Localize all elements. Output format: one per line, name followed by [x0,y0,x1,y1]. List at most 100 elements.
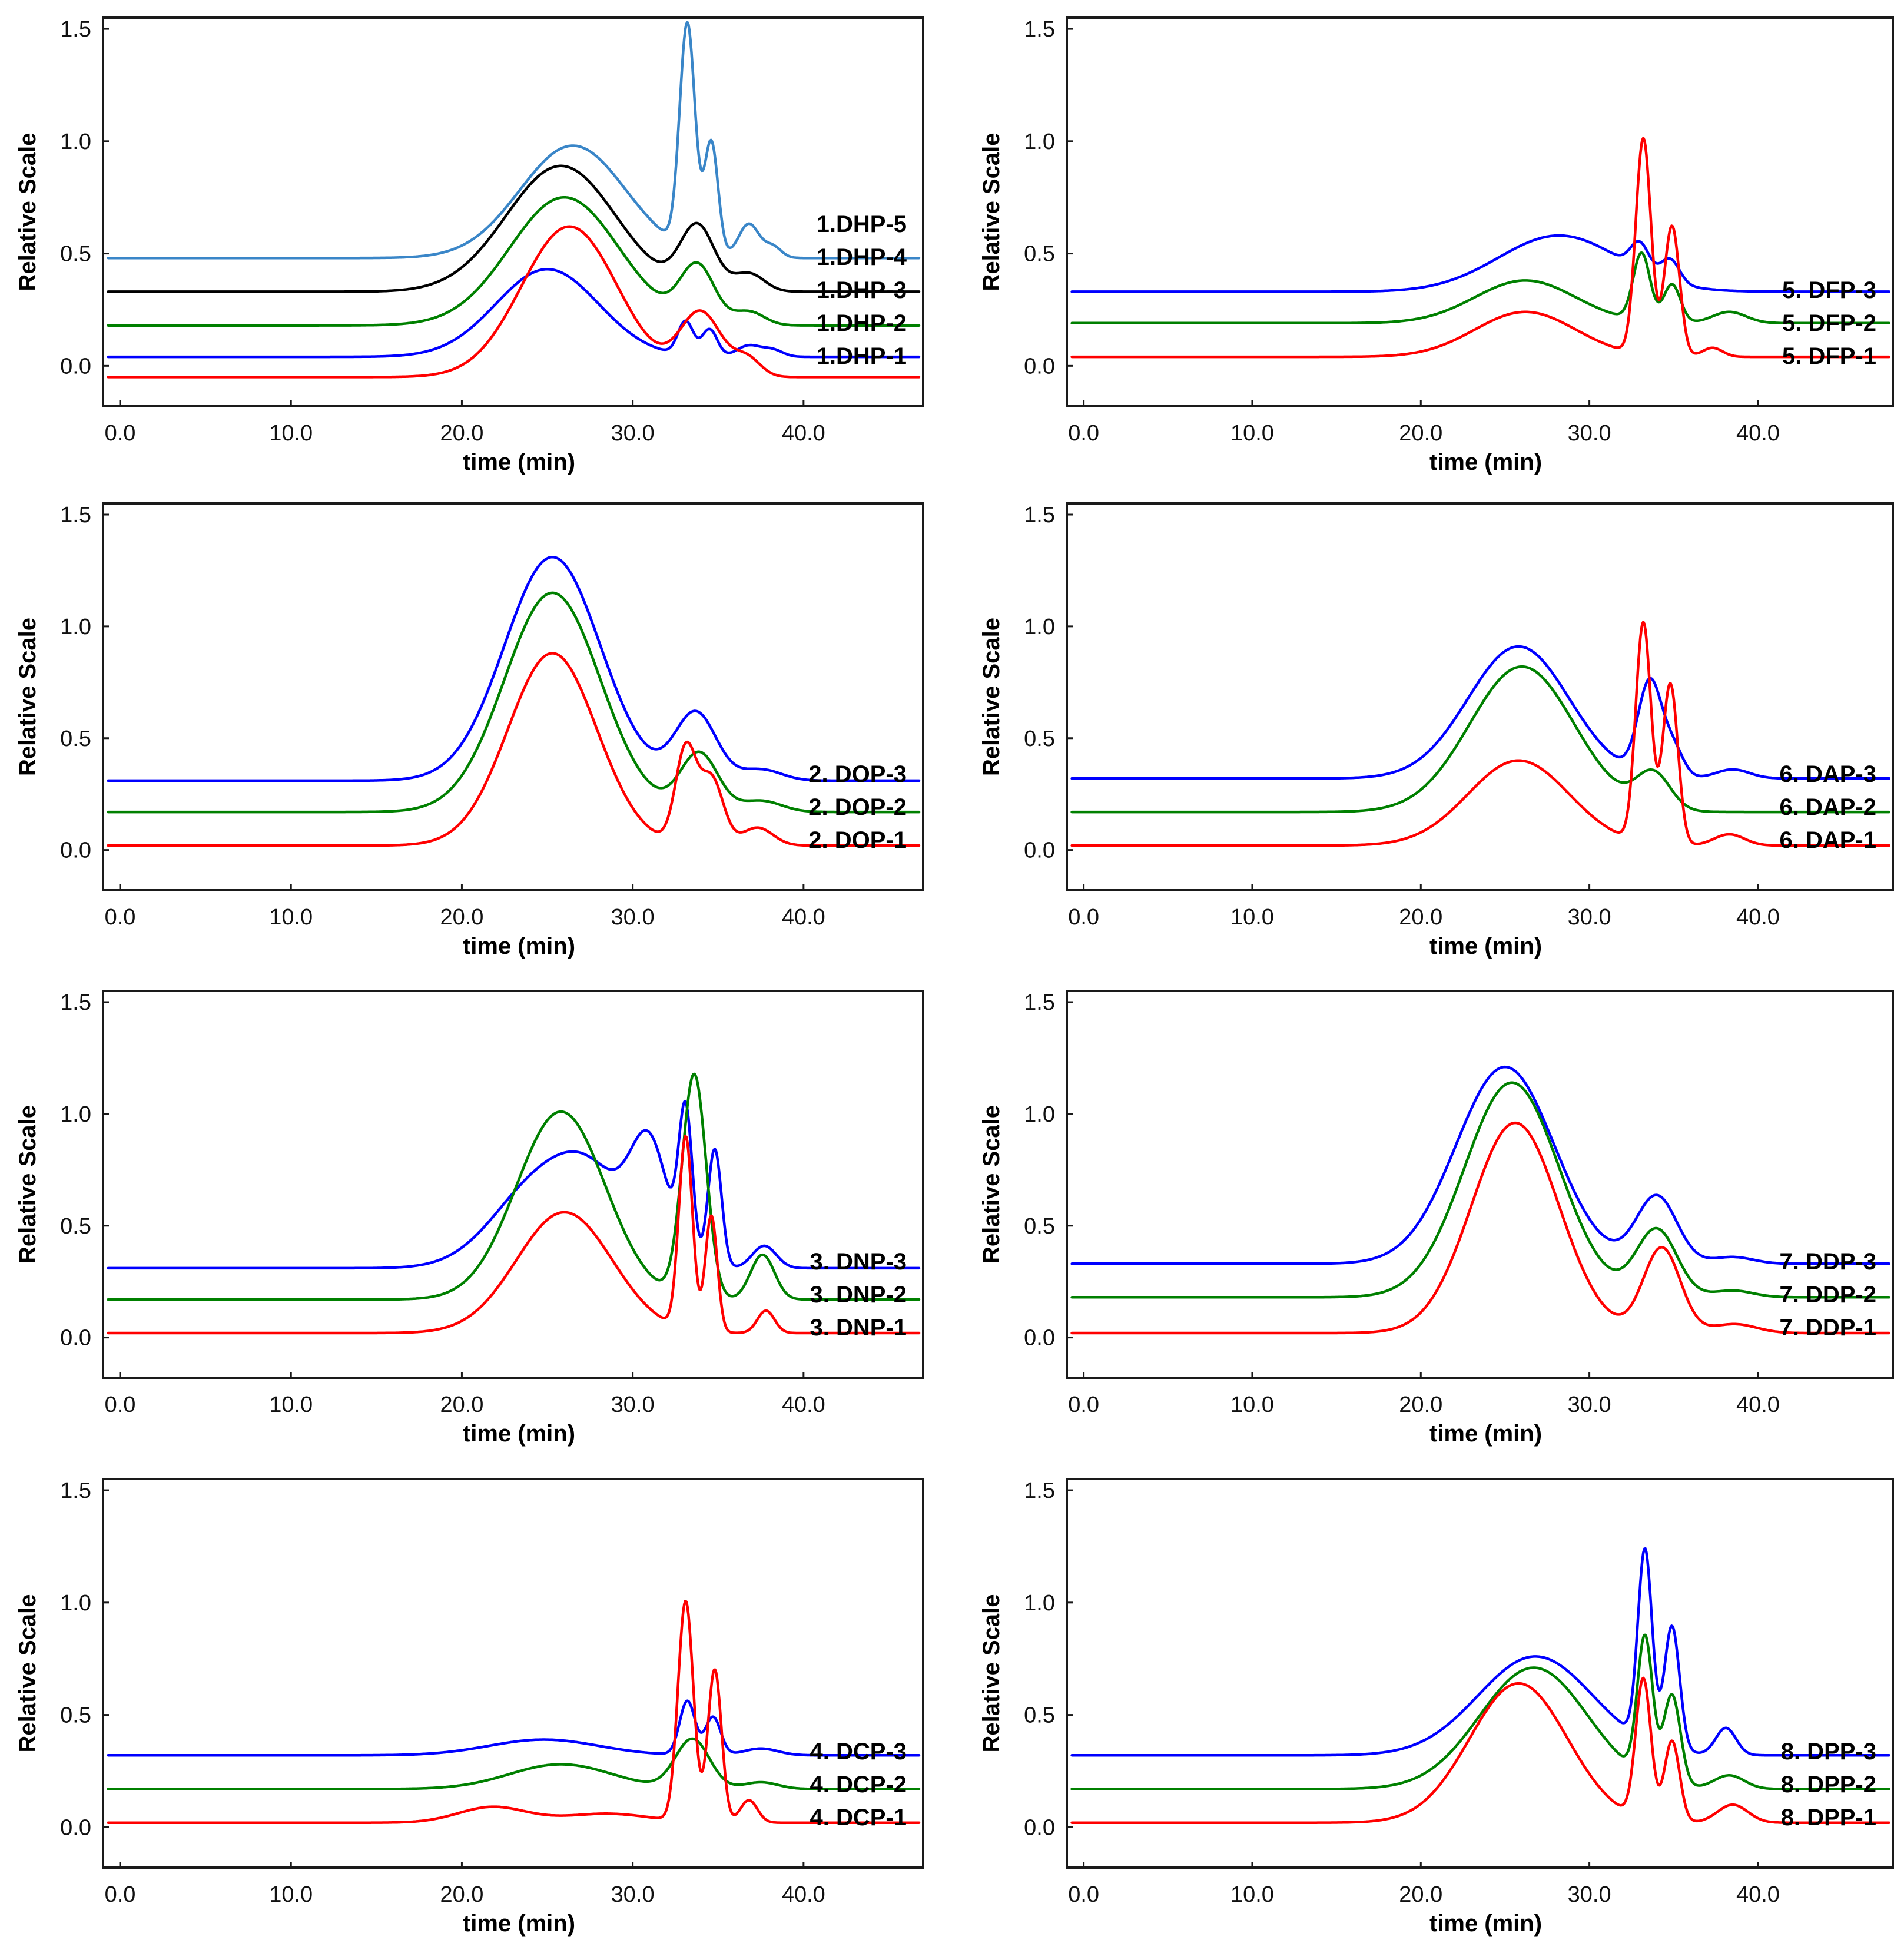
y-tick-label: 1.0 [1024,615,1055,639]
series-label: 7. DDP-3 [1780,1249,1877,1275]
y-tick-label: 1.0 [1024,1591,1055,1616]
x-tick-label: 10.0 [269,421,313,446]
x-tick-label: 40.0 [782,905,825,930]
series-label: 1.DHP-4 [817,244,907,270]
x-axis-title: time (min) [463,933,575,959]
y-tick-label: 0.5 [60,1703,91,1728]
series-label: 6. DAP-2 [1780,794,1877,820]
series-label: 2. DOP-3 [808,761,907,787]
series-label: 1.DHP-1 [817,343,907,369]
series-line-1-dhp-4 [107,164,921,293]
chart-panel-8: 0.0 0.5 1.0 1.5 0.0 10.0 20.0 30.0 40.0 time (min… [978,1478,1894,1937]
y-axis-title: Relative Scale [15,132,41,291]
x-tick-label: 40.0 [1736,1882,1780,1907]
x-tick-label: 0.0 [1068,905,1099,930]
x-tick-label: 0.0 [1068,1392,1099,1417]
y-tick-label: 1.0 [60,1102,91,1127]
series-label: 8. DPP-1 [1781,1805,1876,1831]
plot-frame [1066,16,1894,407]
x-tick-label: 30.0 [1568,1882,1611,1907]
y-tick-label: 1.0 [60,130,91,154]
x-tick-label: 0.0 [105,1392,136,1417]
series-line-8-dpp-1 [1070,1676,1890,1824]
y-tick-label: 1.0 [1024,130,1055,154]
series-line-3-dnp-3 [107,1100,921,1270]
x-tick-label: 30.0 [611,1392,655,1417]
series-label: 8. DPP-2 [1781,1772,1876,1798]
x-tick-label: 20.0 [440,1392,483,1417]
x-tick-label: 40.0 [782,1882,825,1907]
series-line-6-dap-1 [1070,621,1890,847]
y-axis-title: Relative Scale [15,618,41,776]
series-line-8-dpp-2 [1070,1633,1890,1790]
x-axis-title: time (min) [1429,1421,1542,1447]
series-label: 5. DFP-1 [1782,343,1876,369]
x-tick-label: 20.0 [440,421,483,446]
series-line-5-dfp-3 [1070,234,1890,293]
series-label: 8. DPP-3 [1781,1739,1876,1765]
y-tick-label: 1.5 [1024,1478,1055,1503]
series-label: 1.DHP-5 [817,211,907,237]
series-line-4-dcp-3 [107,1699,921,1757]
plot-frame [1066,1478,1894,1869]
plot-frame [102,502,924,891]
x-tick-label: 20.0 [1399,421,1442,446]
x-tick-label: 0.0 [105,421,136,446]
x-axis-title: time (min) [463,449,575,475]
y-tick-label: 1.5 [60,17,91,42]
series-line-7-ddp-2 [1070,1081,1890,1299]
x-tick-label: 20.0 [1399,1392,1442,1417]
series-label: 4. DCP-1 [810,1805,907,1831]
y-tick-label: 0.0 [1024,1815,1055,1840]
x-tick-label: 20.0 [1399,905,1442,930]
y-tick-label: 0.5 [60,1214,91,1239]
x-tick-label: 30.0 [1568,905,1611,930]
x-tick-label: 40.0 [1736,905,1780,930]
chart-panel-5: 0.0 0.5 1.0 1.5 0.0 10.0 20.0 30.0 40.0 time (min… [15,990,924,1447]
y-axis-title: Relative Scale [978,618,1004,776]
y-tick-label: 0.5 [1024,1214,1055,1239]
chart-panel-1: 0.0 0.5 1.0 1.5 0.0 10.0 20.0 30.0 40.0 time (min… [15,16,924,475]
series-line-7-ddp-1 [1070,1121,1890,1335]
plot-frame [102,990,924,1379]
series-label: 3. DNP-2 [810,1282,907,1308]
series-label: 4. DCP-2 [810,1772,907,1798]
series-label: 5. DFP-3 [1782,277,1876,303]
series-line-4-dcp-1 [107,1600,921,1824]
series-line-1-dhp-3 [107,195,921,327]
x-tick-label: 0.0 [1068,421,1099,446]
x-axis-title: time (min) [463,1911,575,1937]
x-tick-label: 10.0 [1230,905,1274,930]
x-tick-label: 0.0 [105,905,136,930]
y-tick-label: 0.0 [1024,838,1055,863]
series-label: 2. DOP-1 [808,827,907,853]
chart-panel-6: 0.0 0.5 1.0 1.5 0.0 10.0 20.0 30.0 40.0 time (min… [978,990,1894,1447]
y-tick-label: 1.5 [60,1478,91,1503]
series-label: 7. DDP-1 [1780,1315,1877,1341]
plot-frame [102,16,924,407]
series-label: 3. DNP-1 [810,1315,907,1341]
x-axis-title: time (min) [1429,933,1542,959]
series-line-1-dhp-5 [107,21,921,260]
series-line-6-dap-3 [1070,645,1890,780]
y-tick-label: 1.5 [1024,503,1055,528]
x-axis-title: time (min) [1429,1911,1542,1937]
series-line-3-dnp-2 [107,1072,921,1301]
y-tick-label: 1.0 [60,1591,91,1616]
x-tick-label: 10.0 [269,1392,313,1417]
plot-frame [1066,502,1894,891]
y-axis-title: Relative Scale [15,1105,41,1264]
y-axis-title: Relative Scale [978,132,1004,291]
chart-panel-3: 0.0 0.5 1.0 1.5 0.0 10.0 20.0 30.0 40.0 time (min… [15,502,924,959]
y-tick-label: 0.0 [1024,1326,1055,1351]
series-line-2-dop-3 [107,555,921,782]
x-tick-label: 30.0 [611,1882,655,1907]
series-label: 1.DHP-3 [817,277,907,303]
series-line-2-dop-2 [107,591,921,814]
y-tick-label: 0.0 [60,1326,91,1351]
series-label: 3. DNP-3 [810,1249,907,1275]
x-tick-label: 10.0 [269,905,313,930]
x-tick-label: 30.0 [611,421,655,446]
chart-panel-7: 0.0 0.5 1.0 1.5 0.0 10.0 20.0 30.0 40.0 time (min… [15,1478,924,1937]
